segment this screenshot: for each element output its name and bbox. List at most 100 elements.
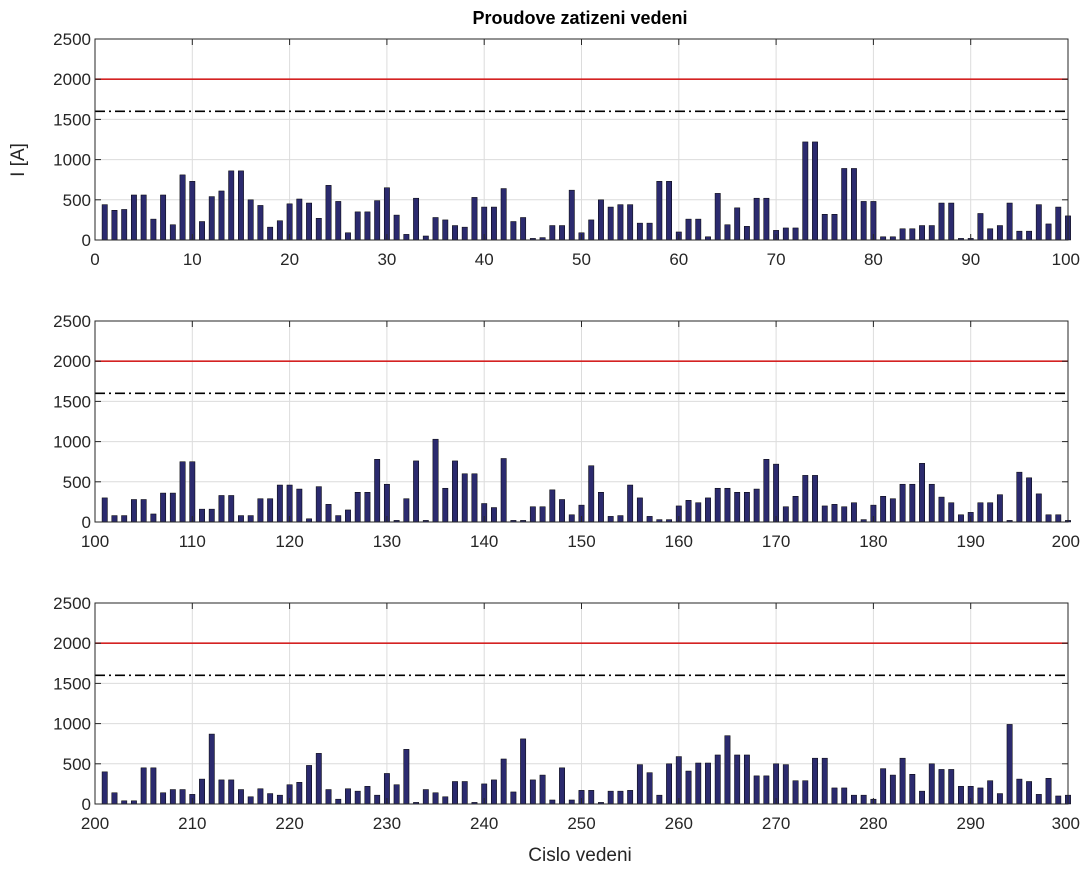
bar [238, 789, 244, 805]
y-tick-label: 1500 [53, 392, 91, 411]
bar [666, 763, 672, 805]
bar [734, 207, 741, 241]
bar [218, 779, 225, 805]
bar [753, 197, 760, 241]
x-tick-label: 120 [275, 532, 303, 551]
bar [996, 793, 1003, 805]
bar [179, 789, 186, 805]
bar [588, 790, 595, 805]
bar [461, 781, 468, 805]
bar [812, 475, 818, 523]
bar [841, 168, 848, 241]
x-tick-label: 40 [475, 250, 494, 269]
bar [452, 460, 458, 523]
bar [1016, 230, 1023, 241]
bar [325, 789, 332, 805]
bar [734, 754, 741, 805]
bar [208, 196, 215, 241]
bar [364, 492, 371, 523]
bar [714, 193, 721, 241]
bar [199, 221, 205, 241]
bar [938, 202, 945, 241]
bar [743, 492, 750, 523]
bar [948, 202, 955, 241]
bar [276, 484, 283, 523]
bar [111, 210, 118, 241]
bar [841, 787, 848, 805]
bar [228, 495, 235, 523]
bar [364, 211, 371, 241]
bar [189, 181, 196, 241]
bar [958, 514, 964, 523]
bar [743, 754, 750, 805]
bar [510, 221, 517, 241]
bar [705, 497, 711, 523]
y-tick-label: 500 [63, 755, 91, 774]
bar [821, 214, 828, 241]
bar [782, 764, 789, 805]
bar [831, 504, 838, 523]
bar [335, 515, 342, 523]
x-tick-label: 220 [275, 814, 303, 833]
bar [646, 222, 653, 241]
bar [520, 738, 527, 805]
bar [889, 774, 896, 805]
bar [617, 790, 624, 805]
bar [374, 794, 381, 805]
bar [919, 463, 925, 523]
bar [296, 782, 303, 805]
bar [1035, 794, 1042, 805]
bar [559, 499, 565, 523]
x-tick-label: 180 [859, 532, 887, 551]
bar [345, 232, 351, 241]
bar [179, 461, 186, 523]
panel-3: 0 500 1000 1500 2000 2500 200 210 220 230 240 250 26… [53, 594, 1080, 833]
bar [763, 197, 770, 241]
bar [160, 492, 167, 523]
x-tick-label: 280 [859, 814, 887, 833]
y-tick-label: 2000 [53, 70, 91, 89]
bar [987, 502, 994, 523]
bar [656, 181, 663, 241]
bar [101, 771, 108, 805]
bar [452, 781, 458, 805]
bar [393, 214, 400, 241]
bar [1026, 477, 1033, 523]
bar [928, 483, 935, 523]
y-tick-label: 2000 [53, 634, 91, 653]
x-tick-label: 80 [864, 250, 883, 269]
bar [461, 473, 468, 523]
x-tick-label: 10 [183, 250, 202, 269]
bar [1016, 471, 1023, 523]
bar [598, 492, 604, 523]
x-tick-label: 100 [81, 532, 109, 551]
bar [763, 775, 770, 805]
bar [325, 504, 332, 523]
bar [948, 769, 955, 805]
bar [773, 463, 780, 523]
bar [627, 204, 634, 241]
bar [977, 502, 984, 523]
x-tick-label: 240 [470, 814, 498, 833]
bar [257, 205, 264, 241]
bar [773, 763, 780, 805]
bar [549, 489, 556, 523]
bar [315, 218, 322, 241]
bar [150, 218, 157, 241]
bar [461, 226, 468, 241]
x-tick-label: 70 [767, 250, 786, 269]
bar [247, 515, 254, 523]
bar [568, 799, 575, 805]
x-tick-label: 190 [957, 532, 985, 551]
bar [627, 790, 634, 805]
bar [1026, 781, 1033, 805]
bar [101, 497, 108, 523]
bar [841, 506, 848, 523]
bar [228, 779, 235, 805]
bar [393, 784, 400, 805]
bar [374, 459, 381, 523]
bar [529, 779, 536, 805]
x-tick-label: 250 [567, 814, 595, 833]
bar [491, 779, 497, 805]
